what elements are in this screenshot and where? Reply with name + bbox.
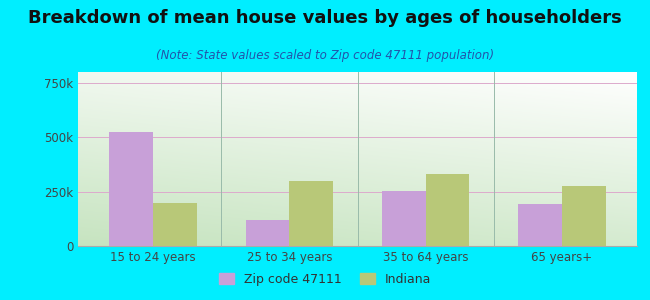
Bar	[153, 202, 196, 246]
Bar	[426, 174, 469, 246]
Text: (Note: State values scaled to Zip code 47111 population): (Note: State values scaled to Zip code 4…	[156, 50, 494, 62]
Bar	[109, 132, 153, 246]
Bar	[562, 186, 606, 246]
Bar	[519, 204, 562, 246]
Bar	[382, 190, 426, 246]
Text: Breakdown of mean house values by ages of householders: Breakdown of mean house values by ages o…	[28, 9, 622, 27]
Bar	[289, 181, 333, 246]
Bar	[246, 220, 289, 246]
Legend: Zip code 47111, Indiana: Zip code 47111, Indiana	[214, 268, 436, 291]
